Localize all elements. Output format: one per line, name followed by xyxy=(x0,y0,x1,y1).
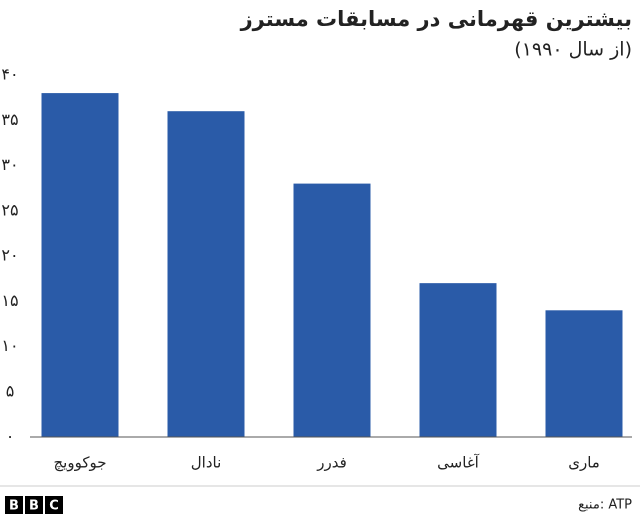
y-tick-label: ۳۵ xyxy=(1,110,18,129)
bar xyxy=(41,93,119,437)
bar xyxy=(419,283,497,437)
source: منبع: ATP xyxy=(578,498,632,513)
chart-title: بیشترین قهرمانی در مسابقات مسترز xyxy=(240,7,632,31)
logo-letter: B xyxy=(29,499,39,514)
y-tick-label: ۲۵ xyxy=(1,200,18,219)
logo-letter: C xyxy=(49,499,59,514)
chart-subtitle: (از سال ۱۹۹۰) xyxy=(514,39,632,61)
y-tick-label: ۴۰ xyxy=(1,65,18,84)
x-tick-label: فدرر xyxy=(316,454,347,472)
logo-box xyxy=(25,496,43,514)
x-tick-label: جوکوویچ xyxy=(53,454,106,472)
logo-letter: B xyxy=(9,499,19,514)
logo-box xyxy=(5,496,23,514)
y-tick-label: ۳۰ xyxy=(1,155,18,174)
x-tick-label: آغاسی xyxy=(437,454,479,472)
bar xyxy=(167,111,245,437)
logo-box xyxy=(45,496,63,514)
bar xyxy=(545,310,623,437)
y-tick-label: ۱۵ xyxy=(1,291,18,310)
x-tick-label: نادال xyxy=(191,454,222,472)
y-tick-label: ۵ xyxy=(6,381,15,400)
x-tick-label: ماری xyxy=(568,454,600,472)
y-tick-label: ۱۰ xyxy=(1,336,18,355)
y-tick-label: ۰ xyxy=(6,427,15,446)
y-tick-label: ۲۰ xyxy=(1,246,18,265)
bar xyxy=(293,183,371,437)
